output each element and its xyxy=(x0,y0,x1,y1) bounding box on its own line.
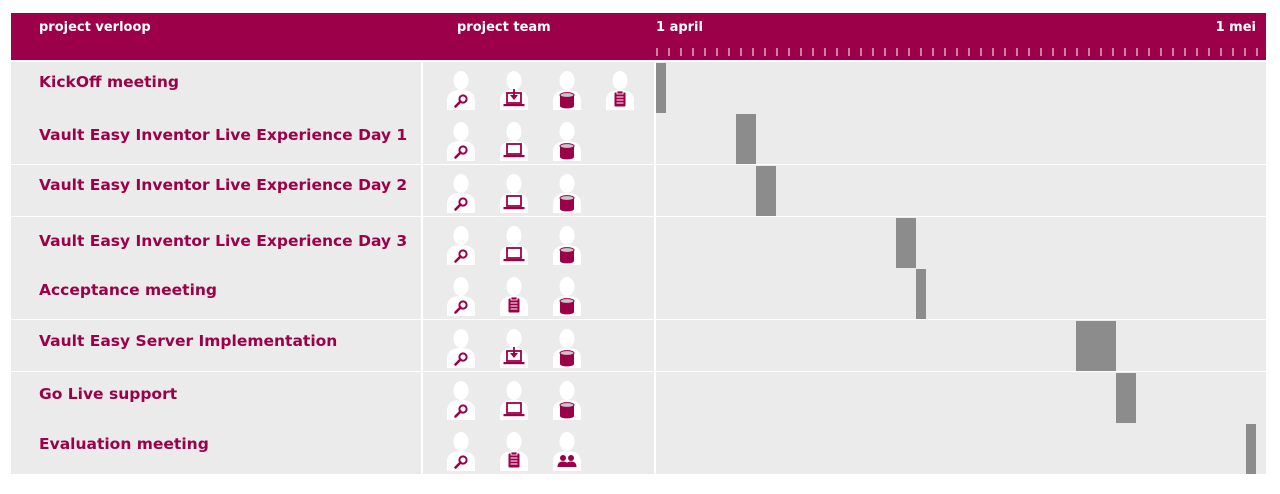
team-icons xyxy=(445,121,583,161)
column-title-project-verloop: project verloop xyxy=(39,20,151,35)
task-label: Vault Easy Inventor Live Experience Day … xyxy=(39,176,408,194)
task-label: Acceptance meeting xyxy=(39,281,218,299)
team-member-clipboard-icon xyxy=(606,71,634,110)
column-divider xyxy=(654,372,656,423)
team-icons xyxy=(445,225,583,265)
task-row: Evaluation meeting xyxy=(11,423,1266,474)
team-member-magnifier-icon xyxy=(447,226,475,265)
team-member-database-icon xyxy=(553,381,581,420)
task-row: Vault Easy Server Implementation xyxy=(11,320,1266,371)
team-member-magnifier-icon xyxy=(447,277,475,316)
gantt-bar xyxy=(1246,424,1256,474)
task-label: Vault Easy Inventor Live Experience Day … xyxy=(39,232,408,250)
team-member-laptop-icon xyxy=(500,226,528,265)
column-divider xyxy=(654,423,656,474)
team-member-magnifier-icon xyxy=(447,71,475,110)
gantt-bar xyxy=(1116,373,1136,423)
team-member-laptop-icon xyxy=(500,174,528,213)
team-icons xyxy=(445,276,583,316)
task-row: Acceptance meeting xyxy=(11,268,1266,319)
team-member-database-icon xyxy=(553,226,581,265)
team-member-magnifier-icon xyxy=(447,432,475,471)
gantt-bar xyxy=(1076,321,1116,371)
task-label: Vault Easy Inventor Live Experience Day … xyxy=(39,126,408,144)
column-divider xyxy=(421,165,423,216)
gantt-bar xyxy=(756,166,776,216)
chart-header: project verloop project team 1 april 1 m… xyxy=(11,13,1266,60)
column-divider xyxy=(421,217,423,268)
column-divider xyxy=(654,268,656,319)
task-label: Evaluation meeting xyxy=(39,435,209,453)
team-icons xyxy=(445,380,583,420)
column-divider xyxy=(421,113,423,164)
timeline-end-label: 1 mei xyxy=(1215,20,1256,35)
gantt-bar xyxy=(916,269,926,319)
task-label: Go Live support xyxy=(39,385,178,403)
column-divider xyxy=(654,165,656,216)
column-divider xyxy=(654,217,656,268)
task-row: Go Live support xyxy=(11,372,1266,423)
team-icons xyxy=(445,173,583,213)
team-icons xyxy=(445,431,583,471)
team-member-download-laptop-icon xyxy=(500,71,528,110)
task-label: Vault Easy Server Implementation xyxy=(39,332,338,350)
column-divider xyxy=(654,320,656,371)
gantt-bar xyxy=(896,218,916,268)
team-member-database-icon xyxy=(553,122,581,161)
team-member-download-laptop-icon xyxy=(500,329,528,368)
column-divider xyxy=(654,113,656,164)
column-divider xyxy=(421,320,423,371)
team-member-database-icon xyxy=(553,174,581,213)
task-row: Vault Easy Inventor Live Experience Day … xyxy=(11,217,1266,268)
team-member-laptop-icon xyxy=(500,381,528,420)
team-member-group-icon xyxy=(553,432,581,471)
timeline-ticks xyxy=(656,48,1258,56)
team-member-database-icon xyxy=(553,277,581,316)
column-divider xyxy=(421,268,423,319)
team-member-clipboard-icon xyxy=(500,432,528,471)
team-icons xyxy=(445,70,636,110)
team-member-magnifier-icon xyxy=(447,329,475,368)
task-row: Vault Easy Inventor Live Experience Day … xyxy=(11,113,1266,164)
column-title-project-team: project team xyxy=(457,20,551,35)
task-row: KickOff meeting xyxy=(11,62,1266,113)
team-member-clipboard-icon xyxy=(500,277,528,316)
column-divider xyxy=(654,62,656,113)
team-member-magnifier-icon xyxy=(447,122,475,161)
task-row: Vault Easy Inventor Live Experience Day … xyxy=(11,165,1266,216)
task-label: KickOff meeting xyxy=(39,73,179,91)
column-divider xyxy=(421,372,423,423)
column-divider xyxy=(421,423,423,474)
gantt-bar xyxy=(736,114,756,164)
team-member-laptop-icon xyxy=(500,122,528,161)
team-member-database-icon xyxy=(553,71,581,110)
timeline-start-label: 1 april xyxy=(656,20,703,35)
column-divider xyxy=(421,62,423,113)
gantt-bar xyxy=(656,63,666,113)
team-member-database-icon xyxy=(553,329,581,368)
team-member-magnifier-icon xyxy=(447,174,475,213)
team-icons xyxy=(445,328,583,368)
team-member-magnifier-icon xyxy=(447,381,475,420)
